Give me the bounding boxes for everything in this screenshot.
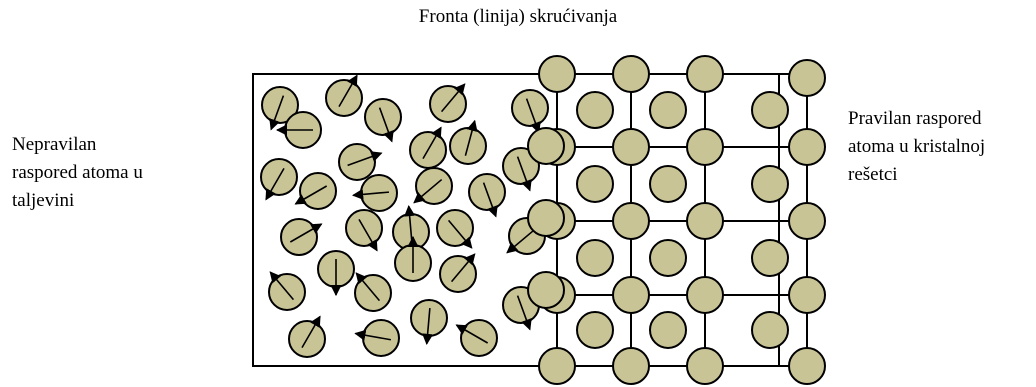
melt-label-line-1: Nepravilan [12, 134, 97, 155]
motion-arrow [516, 156, 532, 192]
motion-arrow [525, 98, 541, 134]
lattice-atom [788, 202, 826, 240]
lattice-atom [527, 127, 565, 165]
motion-arrow [355, 272, 381, 302]
lattice-atom [751, 311, 789, 349]
motion-arrow [440, 83, 466, 113]
motion-arrow [289, 223, 323, 243]
lattice-atom [751, 239, 789, 277]
lattice-atom [788, 276, 826, 314]
motion-arrow [422, 307, 434, 346]
lattice-atom [686, 276, 724, 314]
motion-arrow [422, 126, 442, 160]
crystal-label: Pravilan raspored atoma u kristalnoj reš… [848, 105, 1036, 189]
motion-arrow [358, 218, 378, 252]
lattice-atom [686, 128, 724, 166]
melt-region [252, 73, 549, 367]
lattice-atom [649, 165, 687, 203]
lattice-atom [686, 55, 724, 93]
lattice-atom [751, 91, 789, 129]
motion-arrow [447, 219, 473, 249]
motion-arrow [455, 324, 489, 344]
motion-arrow [269, 95, 285, 131]
lattice-atom [649, 311, 687, 349]
lattice-atom [576, 91, 614, 129]
lattice-atom [612, 128, 650, 166]
motion-arrow [265, 167, 285, 201]
lattice-atom [527, 199, 565, 237]
lattice-atom [576, 239, 614, 277]
melt-label-line-3: taljevini [12, 190, 75, 211]
melt-boundary [252, 73, 545, 367]
motion-arrow [301, 315, 321, 349]
lattice-atom [576, 311, 614, 349]
motion-arrow [482, 182, 498, 218]
motion-arrow [354, 329, 391, 341]
lattice-atom [788, 59, 826, 97]
lattice-atom [686, 347, 724, 385]
motion-arrow [413, 178, 443, 204]
motion-arrow [269, 271, 295, 301]
motion-arrow [450, 253, 476, 283]
lattice-atom [538, 347, 576, 385]
lattice-atom [612, 202, 650, 240]
crystal-lattice [527, 55, 826, 385]
lattice-atom [649, 91, 687, 129]
lattice-atom [686, 202, 724, 240]
lattice-atom [788, 347, 826, 385]
lattice-atom [612, 55, 650, 93]
lattice-atom [788, 128, 826, 166]
crystal-label-line-3: rešetci [848, 164, 898, 185]
crystal-label-line-2: atoma u kristalnoj [848, 136, 986, 157]
motion-arrow [378, 107, 394, 143]
motion-arrow [347, 151, 383, 167]
lattice-atom [751, 165, 789, 203]
motion-arrow [464, 119, 478, 156]
lattice-atom [527, 271, 565, 309]
motion-arrow [294, 185, 328, 205]
melt-label: Nepravilan raspored atoma u taljevini [12, 131, 212, 215]
motion-arrow [351, 188, 390, 200]
lattice-atom [576, 165, 614, 203]
lattice-atom [612, 347, 650, 385]
lattice-atom [612, 276, 650, 314]
lattice-atom [649, 239, 687, 277]
diagram-title: Fronta (linija) skrućivanja [418, 6, 618, 27]
motion-arrow [516, 295, 532, 331]
lattice-atom [538, 55, 576, 93]
motion-arrow [338, 74, 358, 108]
melt-label-line-2: raspored atoma u [12, 162, 143, 183]
crystal-label-line-1: Pravilan raspored [848, 108, 982, 129]
motion-arrow [506, 228, 536, 254]
